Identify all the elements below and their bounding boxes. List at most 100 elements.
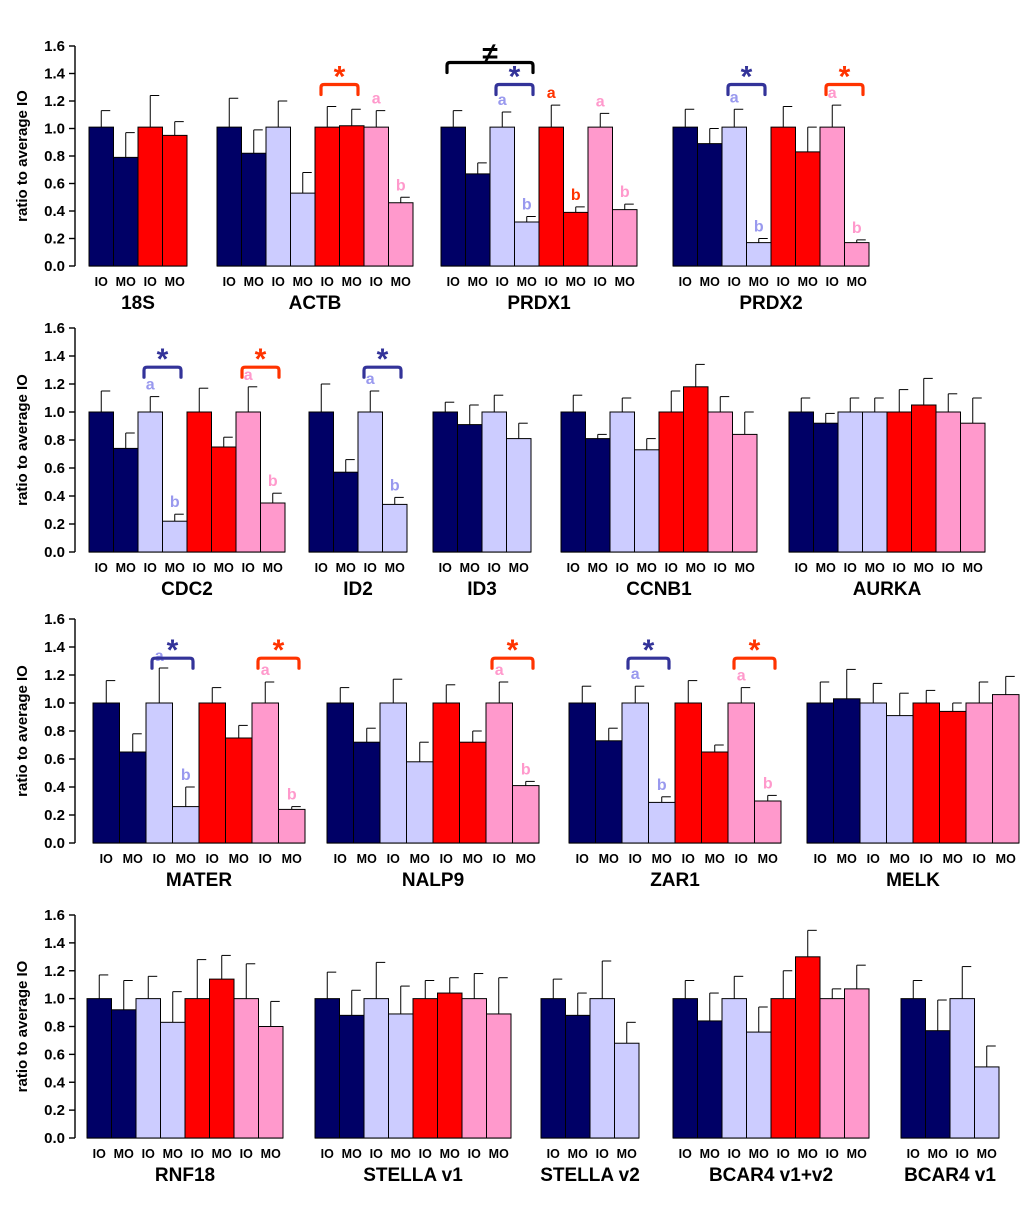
bar <box>911 404 937 553</box>
category-label: IO <box>545 275 558 289</box>
category-label: IO <box>142 1147 155 1161</box>
bar <box>960 422 986 553</box>
category-label: IO <box>973 852 986 866</box>
bar <box>813 422 839 553</box>
category-label: IO <box>193 561 206 575</box>
bar <box>172 806 200 844</box>
category-label: IO <box>315 561 328 575</box>
bar <box>886 411 912 553</box>
bar <box>92 702 120 844</box>
bar <box>585 438 611 553</box>
y-tick-label: 0.4 <box>44 203 66 220</box>
category-label: MO <box>176 852 196 866</box>
bar <box>819 126 845 267</box>
bar <box>939 710 967 844</box>
panel-id3: IO MO IO MO ID3 <box>432 394 532 600</box>
gene-label: ACTB <box>289 293 342 314</box>
bar <box>184 998 210 1139</box>
gene-label: PRDX1 <box>507 293 571 314</box>
bar <box>113 447 139 553</box>
category-label: MO <box>977 1147 997 1161</box>
bar <box>770 998 796 1139</box>
category-label: IO <box>93 1147 106 1161</box>
significance-bracket <box>150 656 195 670</box>
bar <box>233 998 259 1139</box>
gene-label: RNF18 <box>155 1165 215 1186</box>
category-label: MO <box>890 852 910 866</box>
bar <box>721 126 747 267</box>
gene-label: PRDX2 <box>739 293 802 314</box>
bar <box>459 741 487 844</box>
bar <box>111 1009 137 1139</box>
significance-bracket <box>362 365 403 379</box>
category-label: IO <box>153 852 166 866</box>
gene-label: MELK <box>886 870 940 891</box>
category-label: MO <box>516 852 536 866</box>
category-label: IO <box>440 852 453 866</box>
bar <box>461 998 487 1139</box>
category-label: IO <box>496 275 509 289</box>
category-label: IO <box>594 275 607 289</box>
category-label: MO <box>599 852 619 866</box>
y-tick-label: 0.0 <box>44 1130 65 1147</box>
category-label: MO <box>928 1147 948 1161</box>
category-label: IO <box>439 561 452 575</box>
category-label: IO <box>95 561 108 575</box>
category-label: IO <box>547 1147 560 1161</box>
bar <box>540 998 566 1139</box>
bar <box>674 702 702 844</box>
bar <box>260 502 286 553</box>
category-label: IO <box>777 275 790 289</box>
chart-row-4: 0.0 0.2 0.4 0.6 0.8 1.0 1.2 1.4 1.6 ratio to aver… <box>14 907 1000 1186</box>
bar <box>160 1021 186 1139</box>
bar <box>135 998 161 1139</box>
bar <box>251 702 279 844</box>
category-label: IO <box>447 275 460 289</box>
bar <box>457 424 483 553</box>
category-label: MO <box>615 275 635 289</box>
y-tick-label: 0.4 <box>44 488 66 505</box>
bar <box>209 978 235 1139</box>
category-label: IO <box>728 1147 741 1161</box>
bar <box>697 1020 723 1139</box>
gene-label: ID3 <box>467 579 497 600</box>
bar <box>363 998 389 1139</box>
bar <box>225 737 253 844</box>
category-label: MO <box>391 275 411 289</box>
category-label: MO <box>943 852 963 866</box>
bar <box>162 134 188 267</box>
significance-bracket <box>256 656 301 670</box>
category-label: IO <box>814 852 827 866</box>
category-label: MO <box>212 1147 232 1161</box>
bar <box>587 126 613 267</box>
significance-letter: b <box>852 220 862 237</box>
category-label: MO <box>163 1147 183 1161</box>
bar <box>465 173 491 267</box>
panel-ccnb1: IO MO IO MO IO MO IO MO CCNB1 <box>560 363 758 600</box>
significance-letter: a <box>372 91 381 108</box>
significance-bracket <box>445 60 535 75</box>
category-label: MO <box>798 275 818 289</box>
category-label: MO <box>705 852 725 866</box>
significance-bracket <box>494 82 535 97</box>
category-label: MO <box>798 1147 818 1161</box>
significance-symbol: * <box>334 61 346 94</box>
significance-symbol: * <box>377 343 389 376</box>
bar <box>485 702 513 844</box>
gene-label: MATER <box>166 870 232 891</box>
category-label: MO <box>914 561 934 575</box>
category-label: MO <box>116 275 136 289</box>
bar <box>86 998 112 1139</box>
bar <box>186 411 212 553</box>
bar <box>388 202 414 267</box>
category-label: IO <box>259 852 272 866</box>
chart-row-2: 0.0 0.2 0.4 0.6 0.8 1.0 1.2 1.4 1.6 ratio to aver… <box>14 320 986 600</box>
bar <box>412 998 438 1139</box>
gene-label: AURKA <box>853 579 922 600</box>
category-label: MO <box>735 561 755 575</box>
category-label: MO <box>123 852 143 866</box>
category-label: IO <box>576 852 589 866</box>
category-label: IO <box>665 561 678 575</box>
bar <box>235 411 261 553</box>
